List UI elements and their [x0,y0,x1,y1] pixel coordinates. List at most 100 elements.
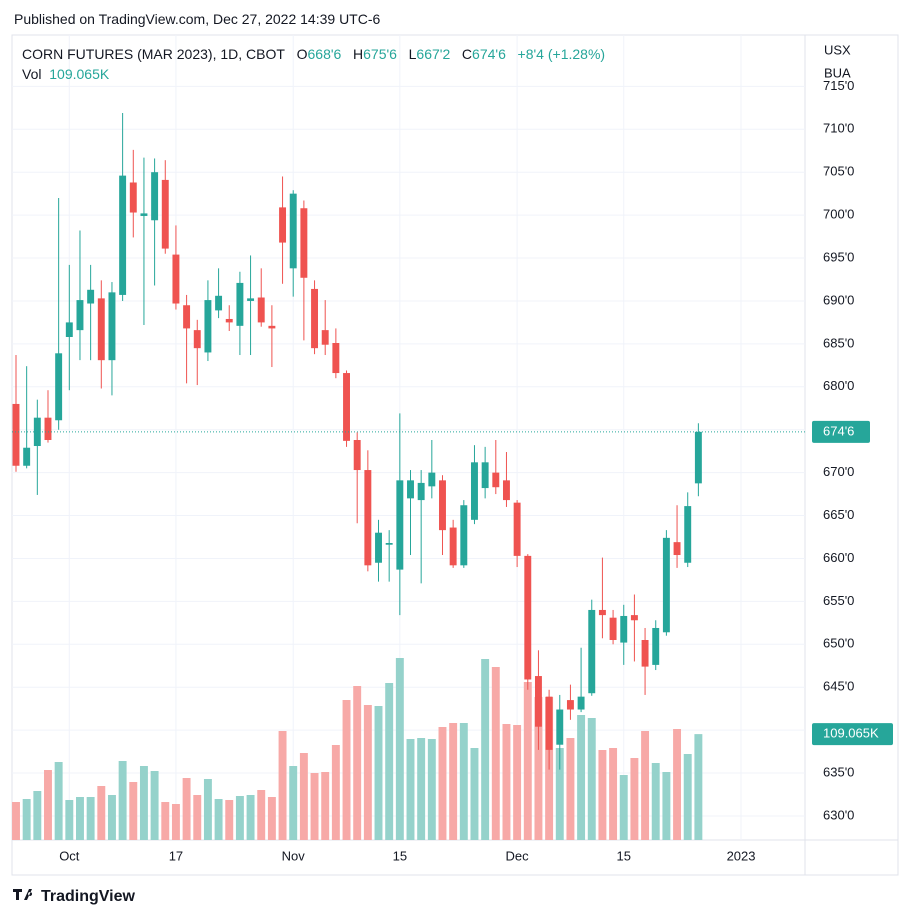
volume-bar [139,766,148,840]
volume-bar [214,799,223,840]
legend-row: CORN FUTURES (MAR 2023), 1D, CBOT O668'6… [22,46,605,62]
candle-body [641,640,649,667]
candle-body [289,193,297,269]
volume-bar [555,748,564,840]
x-tick-label: 15 [617,848,631,863]
volume-bar [310,773,319,840]
ohlc-key: H [353,46,364,62]
candle-body [65,322,73,337]
volume-bar [129,782,138,840]
candle-body [353,440,361,471]
volume-bar [257,790,266,840]
y-tick-label: 680'0 [823,378,854,393]
chart-frame [11,34,899,876]
candle-body [129,182,137,213]
y-tick-label: 710'0 [823,121,854,136]
candle-body [87,289,95,304]
volume-bar [182,778,191,840]
candle-body [556,709,564,745]
candle-body [673,542,681,556]
candle-body [268,325,276,329]
candle-body [439,480,446,531]
volume-bar [33,791,42,840]
candle-body [545,696,553,750]
x-tick-label: 17 [169,848,183,863]
y-tick-label: 665'0 [823,507,854,522]
candle-body [471,462,478,520]
candle-body [236,282,244,326]
candle-body [332,343,340,374]
ohlc-value: 667'2 [416,46,451,62]
candle-body [172,254,180,304]
volume-bar [235,796,244,840]
volume-bar [459,723,468,840]
y-tick-label: 630'0 [823,807,854,822]
x-tick-label: 15 [393,848,407,863]
volume-bar [502,724,511,840]
y-tick-label: 655'0 [823,593,854,608]
volume-bar [374,706,383,840]
volume-bar [683,754,692,840]
candle-body [151,172,159,221]
volume-bar [513,725,522,840]
volume-bar [342,700,351,840]
candle-body [428,472,436,487]
candle-body [247,298,255,301]
volume-bar [630,758,639,840]
candle-body [108,292,116,361]
x-tick-label: Dec [506,848,530,863]
candle-body [119,175,127,295]
y-tick-label: 690'0 [823,292,854,307]
ohlc-key: L [408,46,417,62]
y-tick-label: 700'0 [823,207,854,222]
ohlc-value: 668'6 [307,46,342,62]
candle-body [33,417,41,447]
candle-body [481,462,489,489]
y-tick-label: 645'0 [823,679,854,694]
volume-bar [44,770,52,840]
candle-body [215,295,223,311]
candle-body [598,609,606,616]
volume-bar [193,795,202,840]
y-tick-label: 695'0 [823,249,854,264]
volume-bar [449,723,458,840]
last-volume-box [812,723,893,746]
candle-body [566,700,574,710]
volume-bar [481,659,490,840]
volume-bar [203,779,212,840]
volume-bar [406,739,415,840]
volume-bar [353,686,362,840]
y-tick-label: 650'0 [823,636,854,651]
volume-bar [12,802,20,840]
last-volume-label: 109.065K [823,726,879,741]
candle-body [534,676,542,727]
candle-body [23,447,31,466]
last-price-box [812,420,870,443]
candle-body [449,527,457,566]
candle-body [97,298,105,361]
candle-body [375,532,382,563]
candle-body [460,505,468,566]
candle-body [684,506,692,563]
ohlc-key: O [296,46,308,62]
volume-bar [662,772,671,840]
volume-bar [225,800,234,840]
unit-label: BUA [824,65,851,80]
candle-body [321,330,329,345]
volume-bar [289,766,298,840]
candle-body [161,179,169,249]
volume-bar [534,697,543,840]
candle-body [492,472,500,488]
ohlc-value: 674'6 [472,46,506,62]
volume-bar [641,731,650,840]
candle-body [694,431,702,484]
last-price-label: 674'6 [823,423,854,438]
candle-body [279,207,287,243]
candle-body [524,555,532,680]
candle-body [407,480,414,499]
candle-body [300,208,308,278]
volume-bar [22,799,31,840]
volume-bar [395,658,404,840]
volume-legend: Vol 109.065K [22,66,109,82]
